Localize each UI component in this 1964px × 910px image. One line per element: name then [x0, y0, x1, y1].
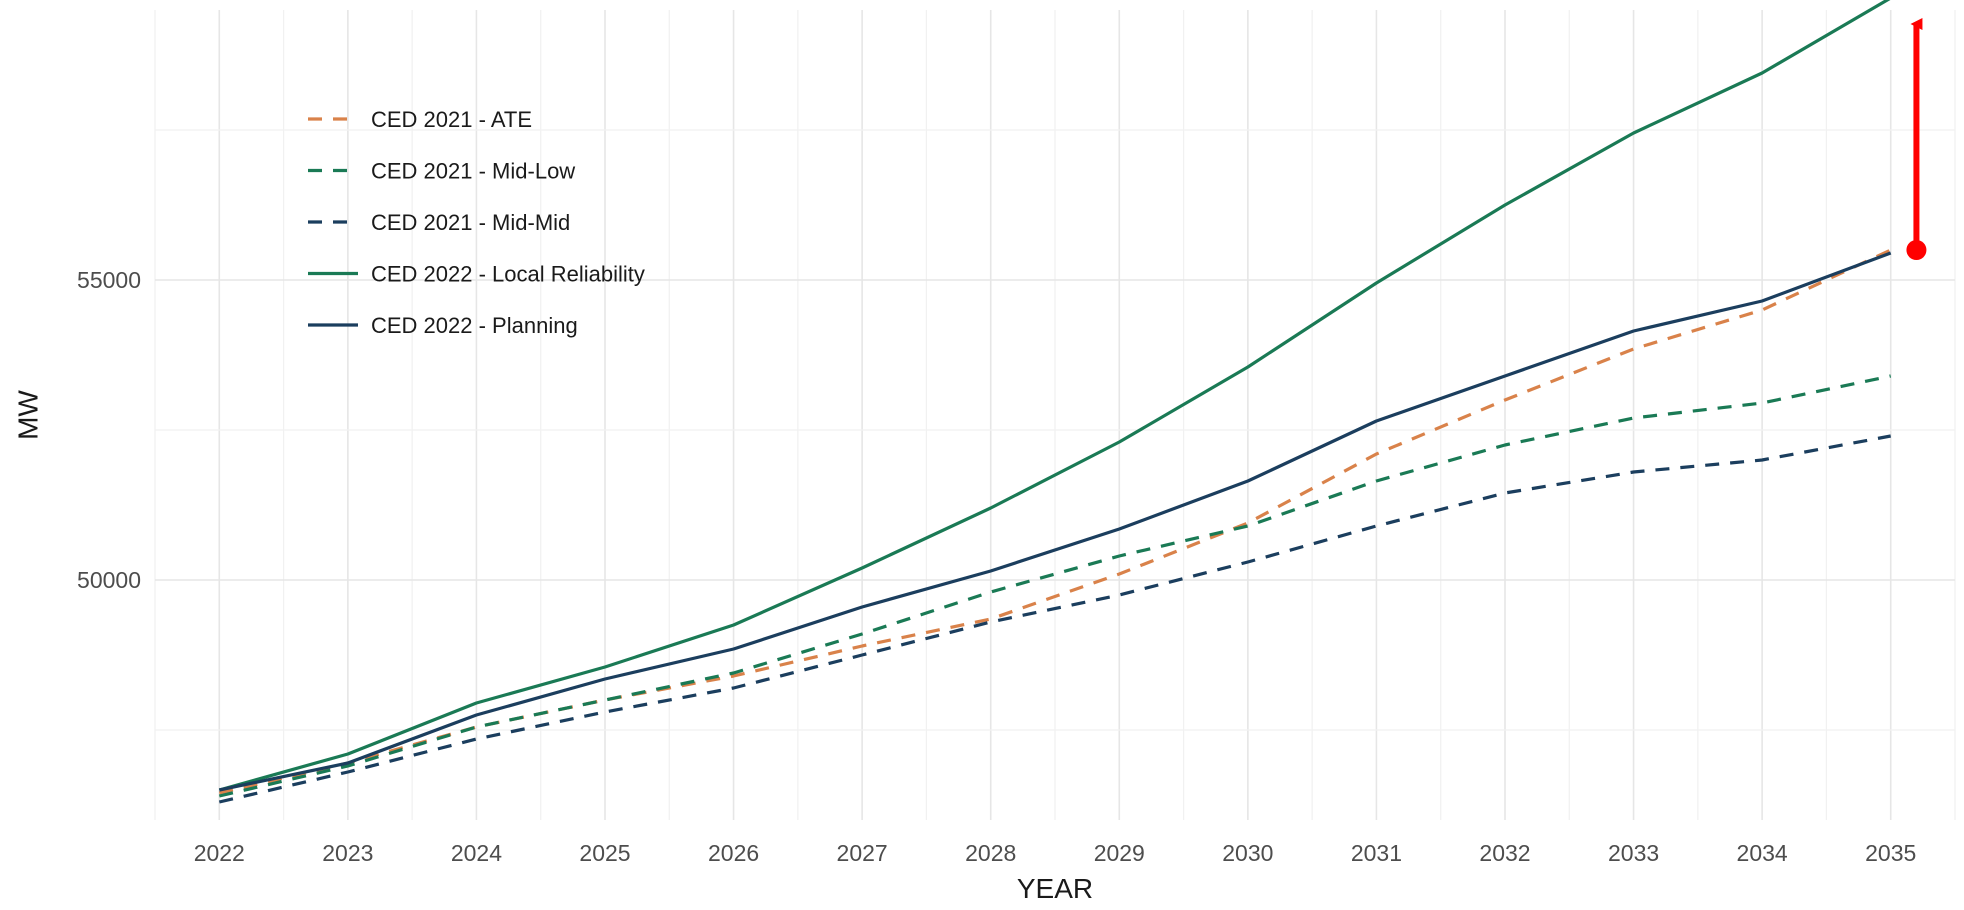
x-tick-label: 2024 — [451, 840, 502, 866]
y-axis-title: MW — [12, 390, 43, 440]
x-tick-label: 2022 — [194, 840, 245, 866]
series-line-ced-2021-mid-mid — [218, 434, 1891, 804]
x-tick-label: 2028 — [965, 840, 1016, 866]
series-line-ced-2021-mid-low — [218, 374, 1892, 798]
legend-label: CED 2021 - Mid-Low — [371, 159, 575, 184]
legend: CED 2021 - ATE CED 2021 - Mid-Low CED 2021… — [308, 107, 645, 338]
series-line-ced-2022-local-reliability — [218, 0, 1891, 792]
x-axis-title: YEAR — [1017, 873, 1093, 904]
legend-item-ced-2021-mid-low: CED 2021 - Mid-Low — [308, 159, 575, 184]
series-line-ced-2022-planning — [218, 251, 1892, 792]
legend-label: CED 2022 - Local Reliability — [371, 262, 645, 287]
legend-label: CED 2021 - Mid-Mid — [371, 210, 570, 235]
x-tick-label: 2033 — [1608, 840, 1659, 866]
x-tick-label: 2035 — [1865, 840, 1916, 866]
y-tick-label: 55000 — [77, 267, 141, 293]
x-tick-label: 2030 — [1222, 840, 1273, 866]
x-tick-label: 2023 — [322, 840, 373, 866]
x-tick-label: 2031 — [1351, 840, 1402, 866]
legend-label: CED 2022 - Planning — [371, 313, 578, 338]
legend-item-ced-2022-local-reliability: CED 2022 - Local Reliability — [308, 262, 645, 287]
axes: YEAR MW 2022 2023 2024 2025 2026 2027 2028 2029… — [12, 267, 1916, 904]
x-tick-label: 2034 — [1737, 840, 1788, 866]
y-tick-label: 50000 — [77, 567, 141, 593]
legend-item-ced-2021-mid-mid: CED 2021 - Mid-Mid — [308, 210, 570, 235]
x-tick-label: 2026 — [708, 840, 759, 866]
legend-item-ced-2021-ate: CED 2021 - ATE — [308, 107, 532, 132]
legend-label: CED 2021 - ATE — [371, 107, 532, 132]
x-tick-label: 2025 — [579, 840, 630, 866]
x-tick-label: 2027 — [837, 840, 888, 866]
x-tick-label: 2032 — [1479, 840, 1530, 866]
legend-item-ced-2022-planning: CED 2022 - Planning — [308, 313, 578, 338]
annotations — [1906, 18, 1927, 260]
annotation-arrow-dot — [1906, 240, 1927, 260]
grid — [154, 10, 1956, 820]
series-lines — [218, 0, 1892, 804]
x-tick-label: 2029 — [1094, 840, 1145, 866]
